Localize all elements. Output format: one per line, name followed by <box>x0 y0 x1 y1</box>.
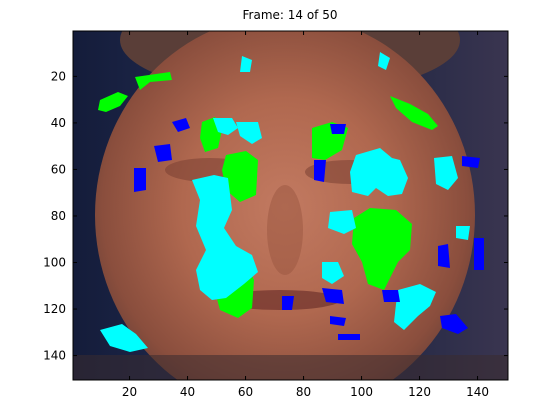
x-axis: 20 40 60 80 100 120 140 <box>122 31 489 399</box>
y-tick-label: 100 <box>43 256 66 270</box>
x-tick-label: 120 <box>408 385 431 399</box>
x-tick-label: 140 <box>466 385 489 399</box>
x-tick-label: 20 <box>122 385 137 399</box>
y-tick-label: 20 <box>51 69 66 83</box>
figure-title: Frame: 14 of 50 <box>242 8 338 22</box>
frame-image <box>73 31 508 380</box>
y-axis: 20 40 60 80 100 120 140 <box>43 69 508 363</box>
y-tick-label: 140 <box>43 349 66 363</box>
blue-overlay-regions <box>134 118 484 340</box>
y-tick-label: 120 <box>43 302 66 316</box>
cyan-overlay-regions <box>100 52 470 352</box>
y-tick-label: 60 <box>51 162 66 176</box>
y-tick-label: 80 <box>51 209 66 223</box>
x-tick-label: 40 <box>180 385 195 399</box>
x-tick-label: 60 <box>238 385 253 399</box>
x-tick-label: 100 <box>350 385 373 399</box>
axes-frame <box>72 30 509 381</box>
x-tick-label: 80 <box>296 385 311 399</box>
y-tick-label: 40 <box>51 116 66 130</box>
